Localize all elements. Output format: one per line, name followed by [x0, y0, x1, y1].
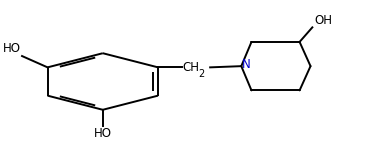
Text: CH: CH — [183, 61, 200, 74]
Text: N: N — [242, 58, 250, 71]
Text: HO: HO — [3, 42, 21, 55]
Text: HO: HO — [94, 127, 112, 140]
Text: 2: 2 — [198, 68, 205, 79]
Text: OH: OH — [314, 14, 332, 27]
